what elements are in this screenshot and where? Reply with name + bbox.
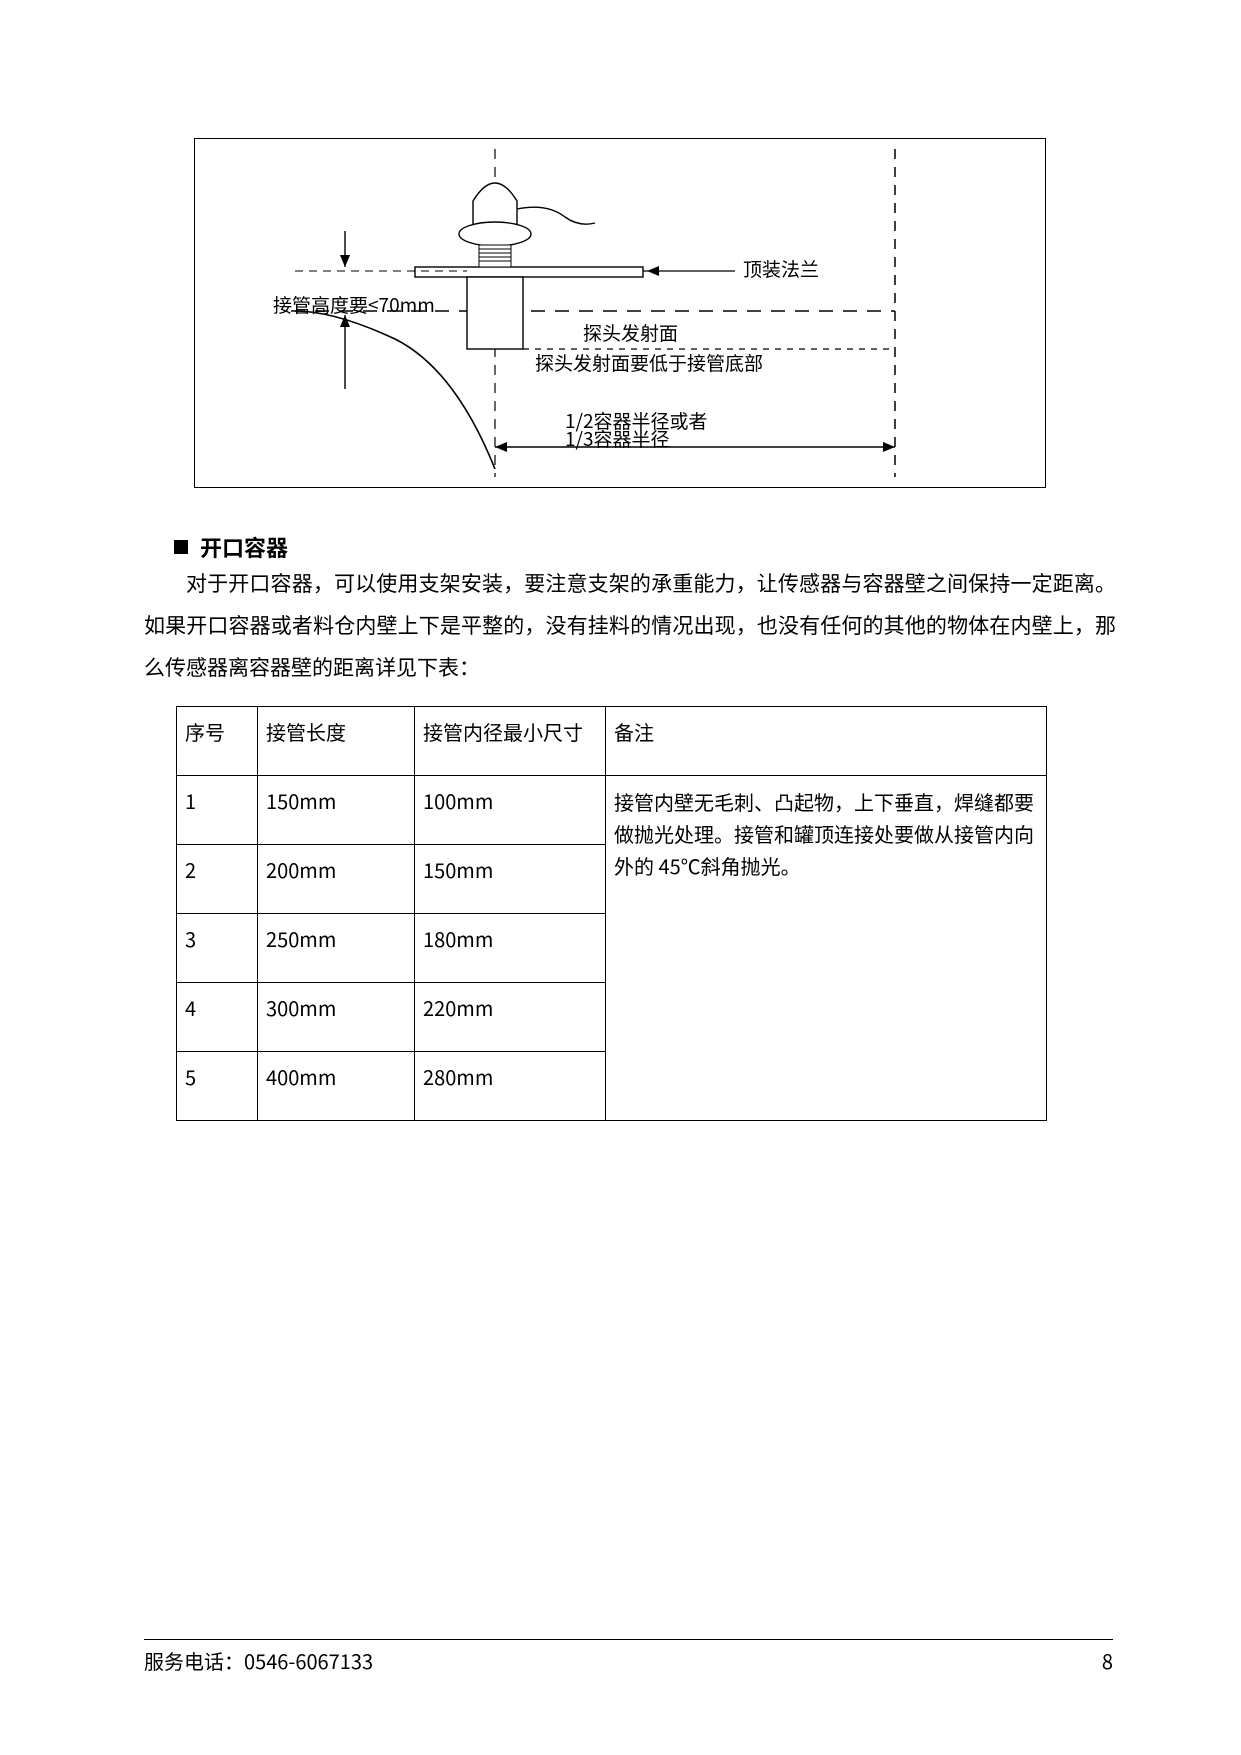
- td-no: 2: [177, 845, 258, 914]
- td-len: 150mm: [258, 776, 415, 845]
- td-id: 150mm: [415, 845, 606, 914]
- label-probe-face: 探头发射面: [583, 323, 678, 343]
- td-len: 250mm: [258, 914, 415, 983]
- td-id: 280mm: [415, 1052, 606, 1121]
- section-heading: 开口容器: [174, 531, 288, 563]
- td-no: 5: [177, 1052, 258, 1121]
- installation-diagram: 接管高度要<70mm 顶装法兰 探头发射面 探头发射面要低于接管底部 1/2容器…: [194, 138, 1046, 488]
- th-no: 序号: [177, 707, 258, 776]
- label-radius-2: 1/3容器半径: [565, 429, 670, 449]
- th-min-id: 接管内径最小尺寸: [415, 707, 606, 776]
- spec-table: 序号 接管长度 接管内径最小尺寸 备注 1 150mm 100mm 接管内壁无毛…: [176, 706, 1047, 1121]
- label-top-flange: 顶装法兰: [743, 259, 819, 279]
- td-remark: 接管内壁无毛刺、凸起物，上下垂直，焊缝都要做抛光处理。接管和罐顶连接处要做从接管…: [606, 776, 1047, 1121]
- td-id: 180mm: [415, 914, 606, 983]
- th-len: 接管长度: [258, 707, 415, 776]
- td-no: 4: [177, 983, 258, 1052]
- section-paragraph: 对于开口容器，可以使用支架安装，要注意支架的承重能力，让传感器与容器壁之间保持一…: [144, 562, 1116, 688]
- td-len: 200mm: [258, 845, 415, 914]
- label-probe-below: 探头发射面要低于接管底部: [535, 353, 763, 373]
- footer-rule: [144, 1639, 1113, 1640]
- th-remark: 备注: [606, 707, 1047, 776]
- page-content: 接管高度要<70mm 顶装法兰 探头发射面 探头发射面要低于接管底部 1/2容器…: [144, 0, 1113, 1755]
- td-id: 100mm: [415, 776, 606, 845]
- section-title: 开口容器: [200, 531, 288, 563]
- label-pipe-height: 接管高度要<70mm: [273, 295, 435, 315]
- service-phone: 服务电话：0546-6067133: [144, 1646, 373, 1675]
- page-number: 8: [1102, 1646, 1113, 1675]
- td-no: 1: [177, 776, 258, 845]
- td-no: 3: [177, 914, 258, 983]
- td-len: 300mm: [258, 983, 415, 1052]
- td-id: 220mm: [415, 983, 606, 1052]
- table-row: 1 150mm 100mm 接管内壁无毛刺、凸起物，上下垂直，焊缝都要做抛光处理…: [177, 776, 1047, 845]
- td-len: 400mm: [258, 1052, 415, 1121]
- page-footer: 服务电话：0546-6067133 8: [144, 1646, 1113, 1675]
- table-header-row: 序号 接管长度 接管内径最小尺寸 备注: [177, 707, 1047, 776]
- square-bullet-icon: [174, 540, 188, 554]
